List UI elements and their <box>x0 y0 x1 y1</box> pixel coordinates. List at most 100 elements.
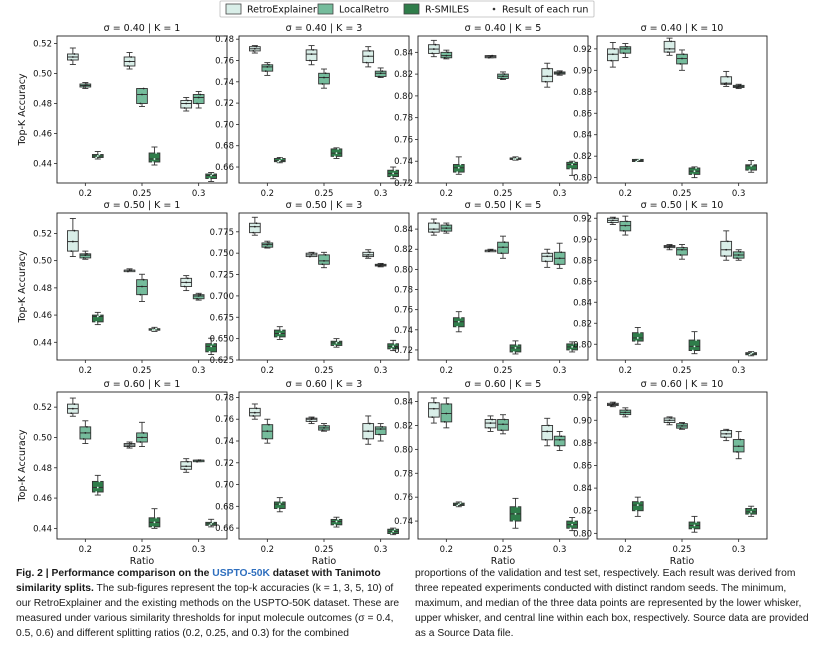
panel-title: σ = 0.50 | K = 10 <box>641 200 724 211</box>
run-point <box>84 254 87 257</box>
run-point <box>667 51 669 53</box>
box-retroexplainer-0.25 <box>305 416 318 425</box>
x-tick-label: 0.25 <box>315 366 334 376</box>
run-point <box>185 465 188 468</box>
run-point <box>445 412 448 415</box>
x-tick-label: 0.25 <box>673 189 692 199</box>
box-retroexplainer-0.3 <box>362 415 375 445</box>
run-point <box>367 253 370 256</box>
run-point <box>337 518 339 521</box>
run-point <box>682 422 685 425</box>
run-point <box>667 246 669 249</box>
run-point <box>333 523 336 526</box>
box-retroexplainer-0.2 <box>607 41 619 68</box>
run-point <box>610 59 613 62</box>
run-point <box>691 349 694 352</box>
run-point <box>211 342 214 345</box>
panel-12: σ = 0.60 | K = 10 0.80 0.82 0.84 0.86 0.88 0.9… <box>573 379 768 565</box>
run-point <box>211 521 214 524</box>
run-point <box>512 351 515 353</box>
run-point <box>723 83 726 86</box>
run-point <box>681 57 683 60</box>
run-point <box>491 249 494 252</box>
box-r-smiles-0.3 <box>745 351 757 357</box>
box-retroexplainer-0.25 <box>123 441 136 449</box>
run-point <box>186 460 189 463</box>
legend-label-2: R-SMILES <box>425 5 469 16</box>
y-tick-label: 0.80 <box>394 92 413 102</box>
x-tick-label: 0.3 <box>732 189 746 199</box>
run-point <box>321 263 324 266</box>
legend-swatch-2 <box>403 3 420 15</box>
run-point <box>445 227 448 230</box>
x-tick-label: 0.25 <box>133 189 152 199</box>
y-tick-label: 0.78 <box>394 286 413 296</box>
run-point <box>560 251 563 254</box>
run-point <box>378 75 380 78</box>
box-r-smiles-0.3 <box>387 527 399 536</box>
box-r-smiles-0.25 <box>330 516 343 528</box>
run-point <box>253 47 256 50</box>
y-tick-label: 0.78 <box>215 35 234 45</box>
run-point <box>323 427 325 429</box>
box-r-smiles-0.2 <box>91 474 104 496</box>
run-point <box>70 250 73 253</box>
box-localretro-0.25 <box>676 244 688 260</box>
box-r-smiles-0.3 <box>387 166 399 180</box>
x-tick-label: 0.2 <box>619 189 633 199</box>
run-point <box>266 65 269 68</box>
x-tick-label: 0.3 <box>374 366 388 376</box>
run-point <box>503 418 506 421</box>
run-point <box>211 173 214 175</box>
run-point <box>751 351 754 354</box>
run-point <box>95 320 98 323</box>
run-point <box>141 285 143 288</box>
run-point <box>127 445 129 448</box>
box-body <box>720 76 733 85</box>
x-tick-label: 0.3 <box>192 366 206 376</box>
run-point <box>691 527 694 530</box>
x-tick-label: 0.25 <box>673 366 692 376</box>
box-retroexplainer-0.25 <box>305 251 318 258</box>
box-localretro-0.3 <box>192 459 205 463</box>
box-retroexplainer-0.25 <box>484 54 497 59</box>
box-body <box>745 164 757 171</box>
run-point <box>668 245 671 248</box>
box-localretro-0.2 <box>619 407 632 418</box>
run-point <box>668 419 671 422</box>
run-point <box>368 50 371 52</box>
run-point <box>635 509 638 512</box>
run-point <box>268 423 270 426</box>
run-point <box>196 297 198 300</box>
box-localretro-0.3 <box>374 423 387 442</box>
run-point <box>390 532 393 535</box>
x-tick-label: 0.25 <box>315 545 334 555</box>
box-retroexplainer-0.3 <box>362 249 375 259</box>
run-point <box>86 252 88 255</box>
x-tick-label: 0.3 <box>732 545 746 555</box>
run-point <box>516 505 518 508</box>
run-point <box>695 521 697 523</box>
run-point <box>268 242 270 244</box>
y-tick-label: 0.80 <box>573 174 592 184</box>
box-body <box>305 49 318 61</box>
run-point <box>459 316 462 319</box>
run-point <box>670 244 673 247</box>
run-point <box>432 407 435 410</box>
box-body <box>720 240 733 257</box>
y-tick-label: 0.78 <box>394 114 413 124</box>
run-point <box>626 45 628 48</box>
y-tick-label: 0.76 <box>215 57 234 67</box>
run-point <box>393 342 396 345</box>
run-point <box>488 56 490 59</box>
run-point <box>500 77 503 80</box>
y-tick-label: 0.76 <box>394 135 413 145</box>
run-point <box>280 157 283 160</box>
x-axis-label: Ratio <box>670 556 695 565</box>
run-point <box>512 520 515 522</box>
run-point <box>337 148 339 150</box>
panel-frame <box>238 35 410 184</box>
y-tick-label: 0.76 <box>394 493 413 503</box>
box-localretro-0.2 <box>440 222 453 234</box>
run-point <box>73 403 76 406</box>
